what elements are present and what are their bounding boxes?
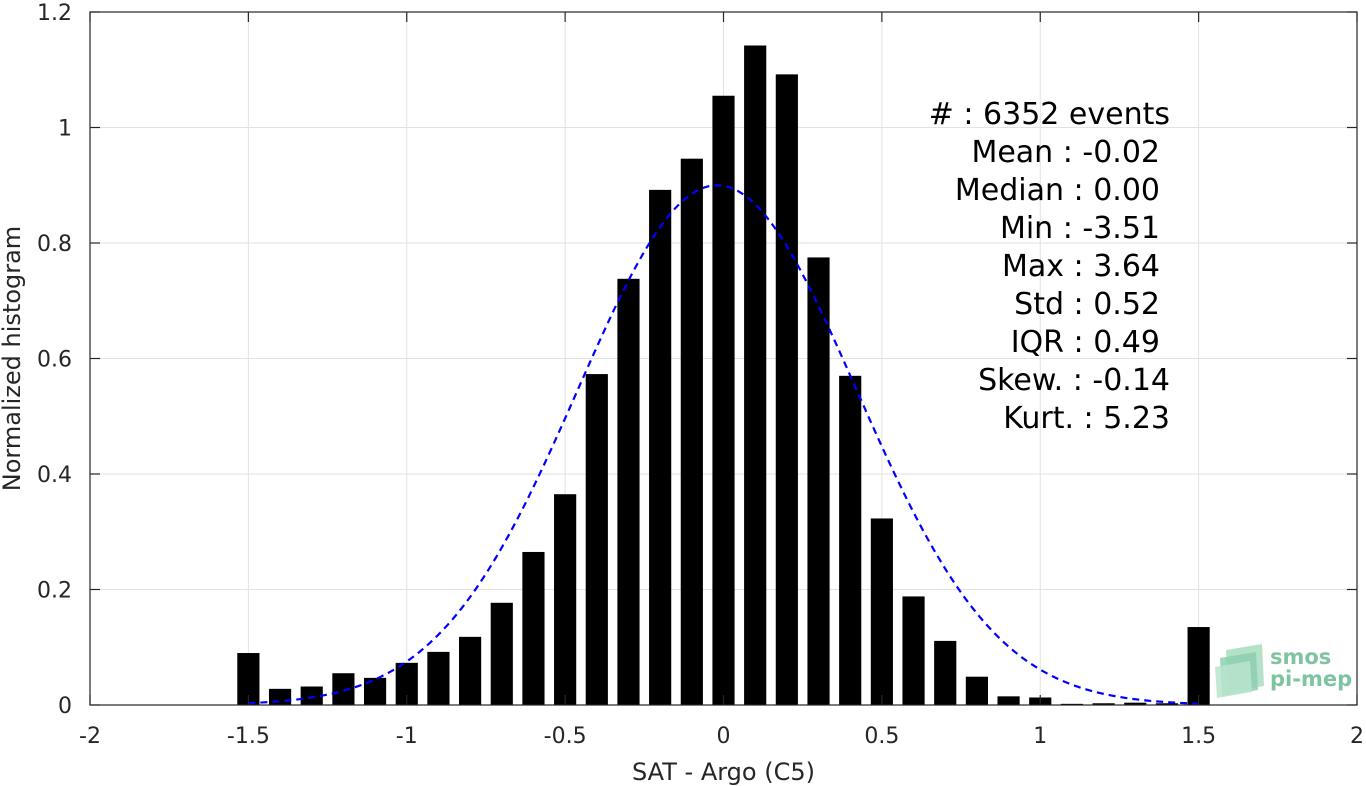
x-tick-label: -0.5 xyxy=(544,724,587,749)
histogram-bar xyxy=(807,257,830,705)
histogram-bar xyxy=(363,677,387,705)
y-axis-title: Normalized histogram xyxy=(0,226,26,491)
histogram-bar xyxy=(585,374,608,705)
y-tick-label: 0.8 xyxy=(37,232,72,257)
x-tick-label: 0.5 xyxy=(864,724,899,749)
histogram-bar xyxy=(332,673,355,705)
stat-line: Median : 0.00 xyxy=(955,173,1160,208)
histogram-bar xyxy=(680,158,703,705)
histogram-bar xyxy=(712,95,735,706)
histogram-bar xyxy=(934,640,957,705)
histogram-bar xyxy=(554,494,577,705)
histogram-bar xyxy=(268,688,292,705)
stat-line: Mean : -0.02 xyxy=(971,135,1160,170)
stat-line: Max : 3.64 xyxy=(1002,249,1160,284)
y-tick-label: 0 xyxy=(58,694,72,719)
histogram-bar xyxy=(965,676,988,705)
logo-text-line1: smos xyxy=(1270,645,1331,669)
axis-ticks xyxy=(89,11,1358,706)
y-tick-label: 0.6 xyxy=(37,348,72,373)
x-tick-label: 1.5 xyxy=(1181,724,1216,749)
y-tick-label: 1.2 xyxy=(37,1,72,26)
histogram-bar xyxy=(744,45,767,706)
histogram-bar xyxy=(522,551,545,705)
histogram-bar xyxy=(997,696,1020,705)
histogram-bar xyxy=(1092,703,1115,705)
histogram-bars xyxy=(237,45,1210,706)
histogram-bar xyxy=(775,74,798,706)
x-tick-label: -2 xyxy=(79,724,101,749)
y-tick-label: 0.2 xyxy=(37,579,72,604)
histogram-bar xyxy=(1187,627,1210,705)
x-tick-labels: -2 -1.5 -1 -0.5 0 0.5 1 1.5 2 xyxy=(79,724,1364,749)
y-tick-label: 0.4 xyxy=(37,463,72,488)
x-tick-label: 2 xyxy=(1350,724,1364,749)
x-tick-label: -1 xyxy=(396,724,418,749)
stat-line: IQR : 0.49 xyxy=(1011,325,1160,360)
histogram-bar xyxy=(902,596,925,705)
stat-line: Skew. : -0.14 xyxy=(978,363,1170,398)
histogram-bar xyxy=(237,653,260,705)
stat-line: # : 6352 events xyxy=(929,97,1170,132)
smos-pimep-logo: smos pi-mep xyxy=(1215,644,1352,698)
histogram-bar xyxy=(300,686,323,705)
x-tick-label: -1.5 xyxy=(227,724,270,749)
y-tick-label: 1 xyxy=(58,117,72,142)
logo-text-line2: pi-mep xyxy=(1270,667,1352,691)
histogram-bar xyxy=(395,662,418,705)
histogram-bar xyxy=(1124,702,1147,705)
stat-line: Min : -3.51 xyxy=(1000,211,1160,246)
stat-line: Std : 0.52 xyxy=(1014,287,1160,322)
histogram-bar xyxy=(427,651,450,705)
histogram-bar xyxy=(1155,703,1179,705)
x-tick-label: 0 xyxy=(717,724,731,749)
histogram-bar xyxy=(839,375,862,705)
x-tick-label: 1 xyxy=(1033,724,1047,749)
stat-line: Kurt. : 5.23 xyxy=(1003,401,1170,436)
histogram-bar xyxy=(617,278,640,705)
x-axis-title: SAT - Argo (C5) xyxy=(632,758,815,786)
histogram-bar xyxy=(459,636,482,705)
histogram-bar xyxy=(870,518,893,705)
histogram-bar xyxy=(490,602,513,705)
y-tick-labels: 0 0.2 0.4 0.6 0.8 1 1.2 xyxy=(37,1,72,719)
histogram-bar xyxy=(649,189,672,705)
